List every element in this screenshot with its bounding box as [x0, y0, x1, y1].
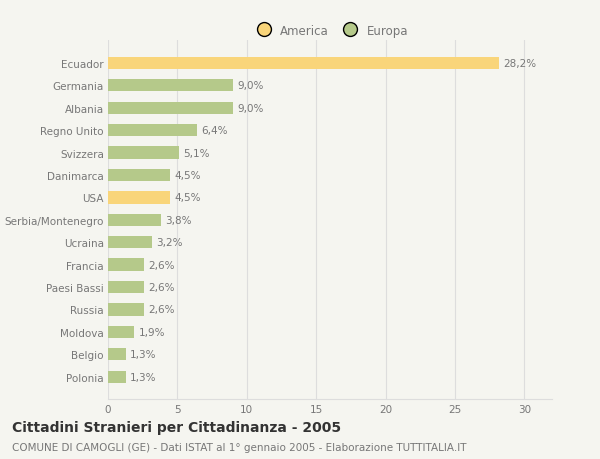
Bar: [108, 371, 126, 383]
Text: 1,3%: 1,3%: [130, 350, 157, 359]
Text: 3,8%: 3,8%: [165, 215, 191, 225]
Bar: [108, 192, 170, 204]
Text: COMUNE DI CAMOGLI (GE) - Dati ISTAT al 1° gennaio 2005 - Elaborazione TUTTITALIA: COMUNE DI CAMOGLI (GE) - Dati ISTAT al 1…: [12, 442, 467, 452]
Legend: America, Europa: America, Europa: [250, 22, 410, 40]
Text: 4,5%: 4,5%: [175, 171, 201, 180]
Text: 9,0%: 9,0%: [237, 103, 263, 113]
Bar: [108, 214, 161, 226]
Bar: [108, 57, 499, 70]
Text: 2,6%: 2,6%: [148, 305, 175, 315]
Bar: [108, 348, 126, 361]
Text: 3,2%: 3,2%: [157, 238, 183, 248]
Bar: [108, 326, 134, 338]
Bar: [108, 304, 144, 316]
Bar: [108, 125, 197, 137]
Bar: [108, 236, 152, 249]
Bar: [108, 80, 233, 92]
Text: 4,5%: 4,5%: [175, 193, 201, 203]
Text: 6,4%: 6,4%: [201, 126, 227, 136]
Text: 1,3%: 1,3%: [130, 372, 157, 382]
Text: 5,1%: 5,1%: [183, 148, 209, 158]
Text: 2,6%: 2,6%: [148, 260, 175, 270]
Bar: [108, 169, 170, 182]
Bar: [108, 281, 144, 294]
Text: 9,0%: 9,0%: [237, 81, 263, 91]
Text: 28,2%: 28,2%: [503, 59, 536, 69]
Bar: [108, 102, 233, 115]
Text: 1,9%: 1,9%: [139, 327, 165, 337]
Text: Cittadini Stranieri per Cittadinanza - 2005: Cittadini Stranieri per Cittadinanza - 2…: [12, 420, 341, 434]
Bar: [108, 259, 144, 271]
Text: 2,6%: 2,6%: [148, 282, 175, 292]
Bar: [108, 147, 179, 159]
